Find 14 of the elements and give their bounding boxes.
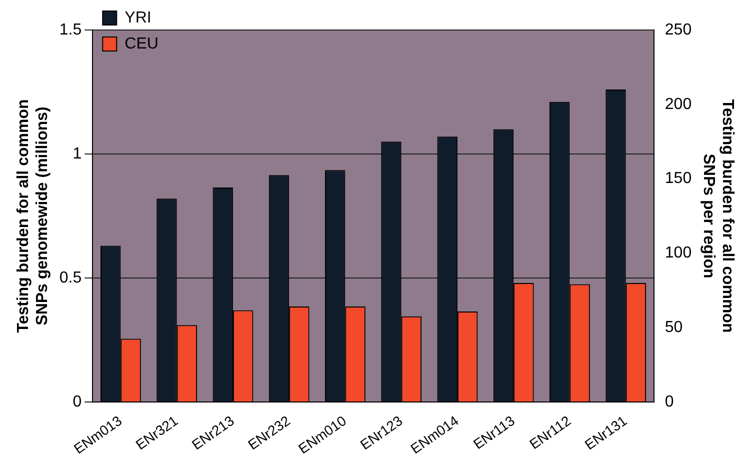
legend-label: CEU: [124, 35, 158, 52]
y2-tick-label: 200: [664, 96, 692, 113]
y2-tick-label: 250: [664, 21, 692, 38]
y2-tick-label: 100: [664, 244, 692, 262]
y-tick-label: 0.5: [59, 269, 82, 286]
y-axis-title: Testing burden for all common SNPs genomewide (millions): [15, 99, 52, 333]
y-tick-label: 1: [72, 145, 82, 162]
y-tick-label: 1.5: [59, 21, 82, 38]
y2-tick-label: 0: [664, 393, 674, 410]
y2-tick-label: 50: [664, 319, 683, 336]
y2-tick-label: 150: [664, 170, 692, 188]
y2-axis-title: Testing burden for all common SNPs per region: [700, 99, 736, 333]
y-tick-label: 0: [72, 393, 82, 410]
legend-label: YRI: [124, 9, 152, 26]
